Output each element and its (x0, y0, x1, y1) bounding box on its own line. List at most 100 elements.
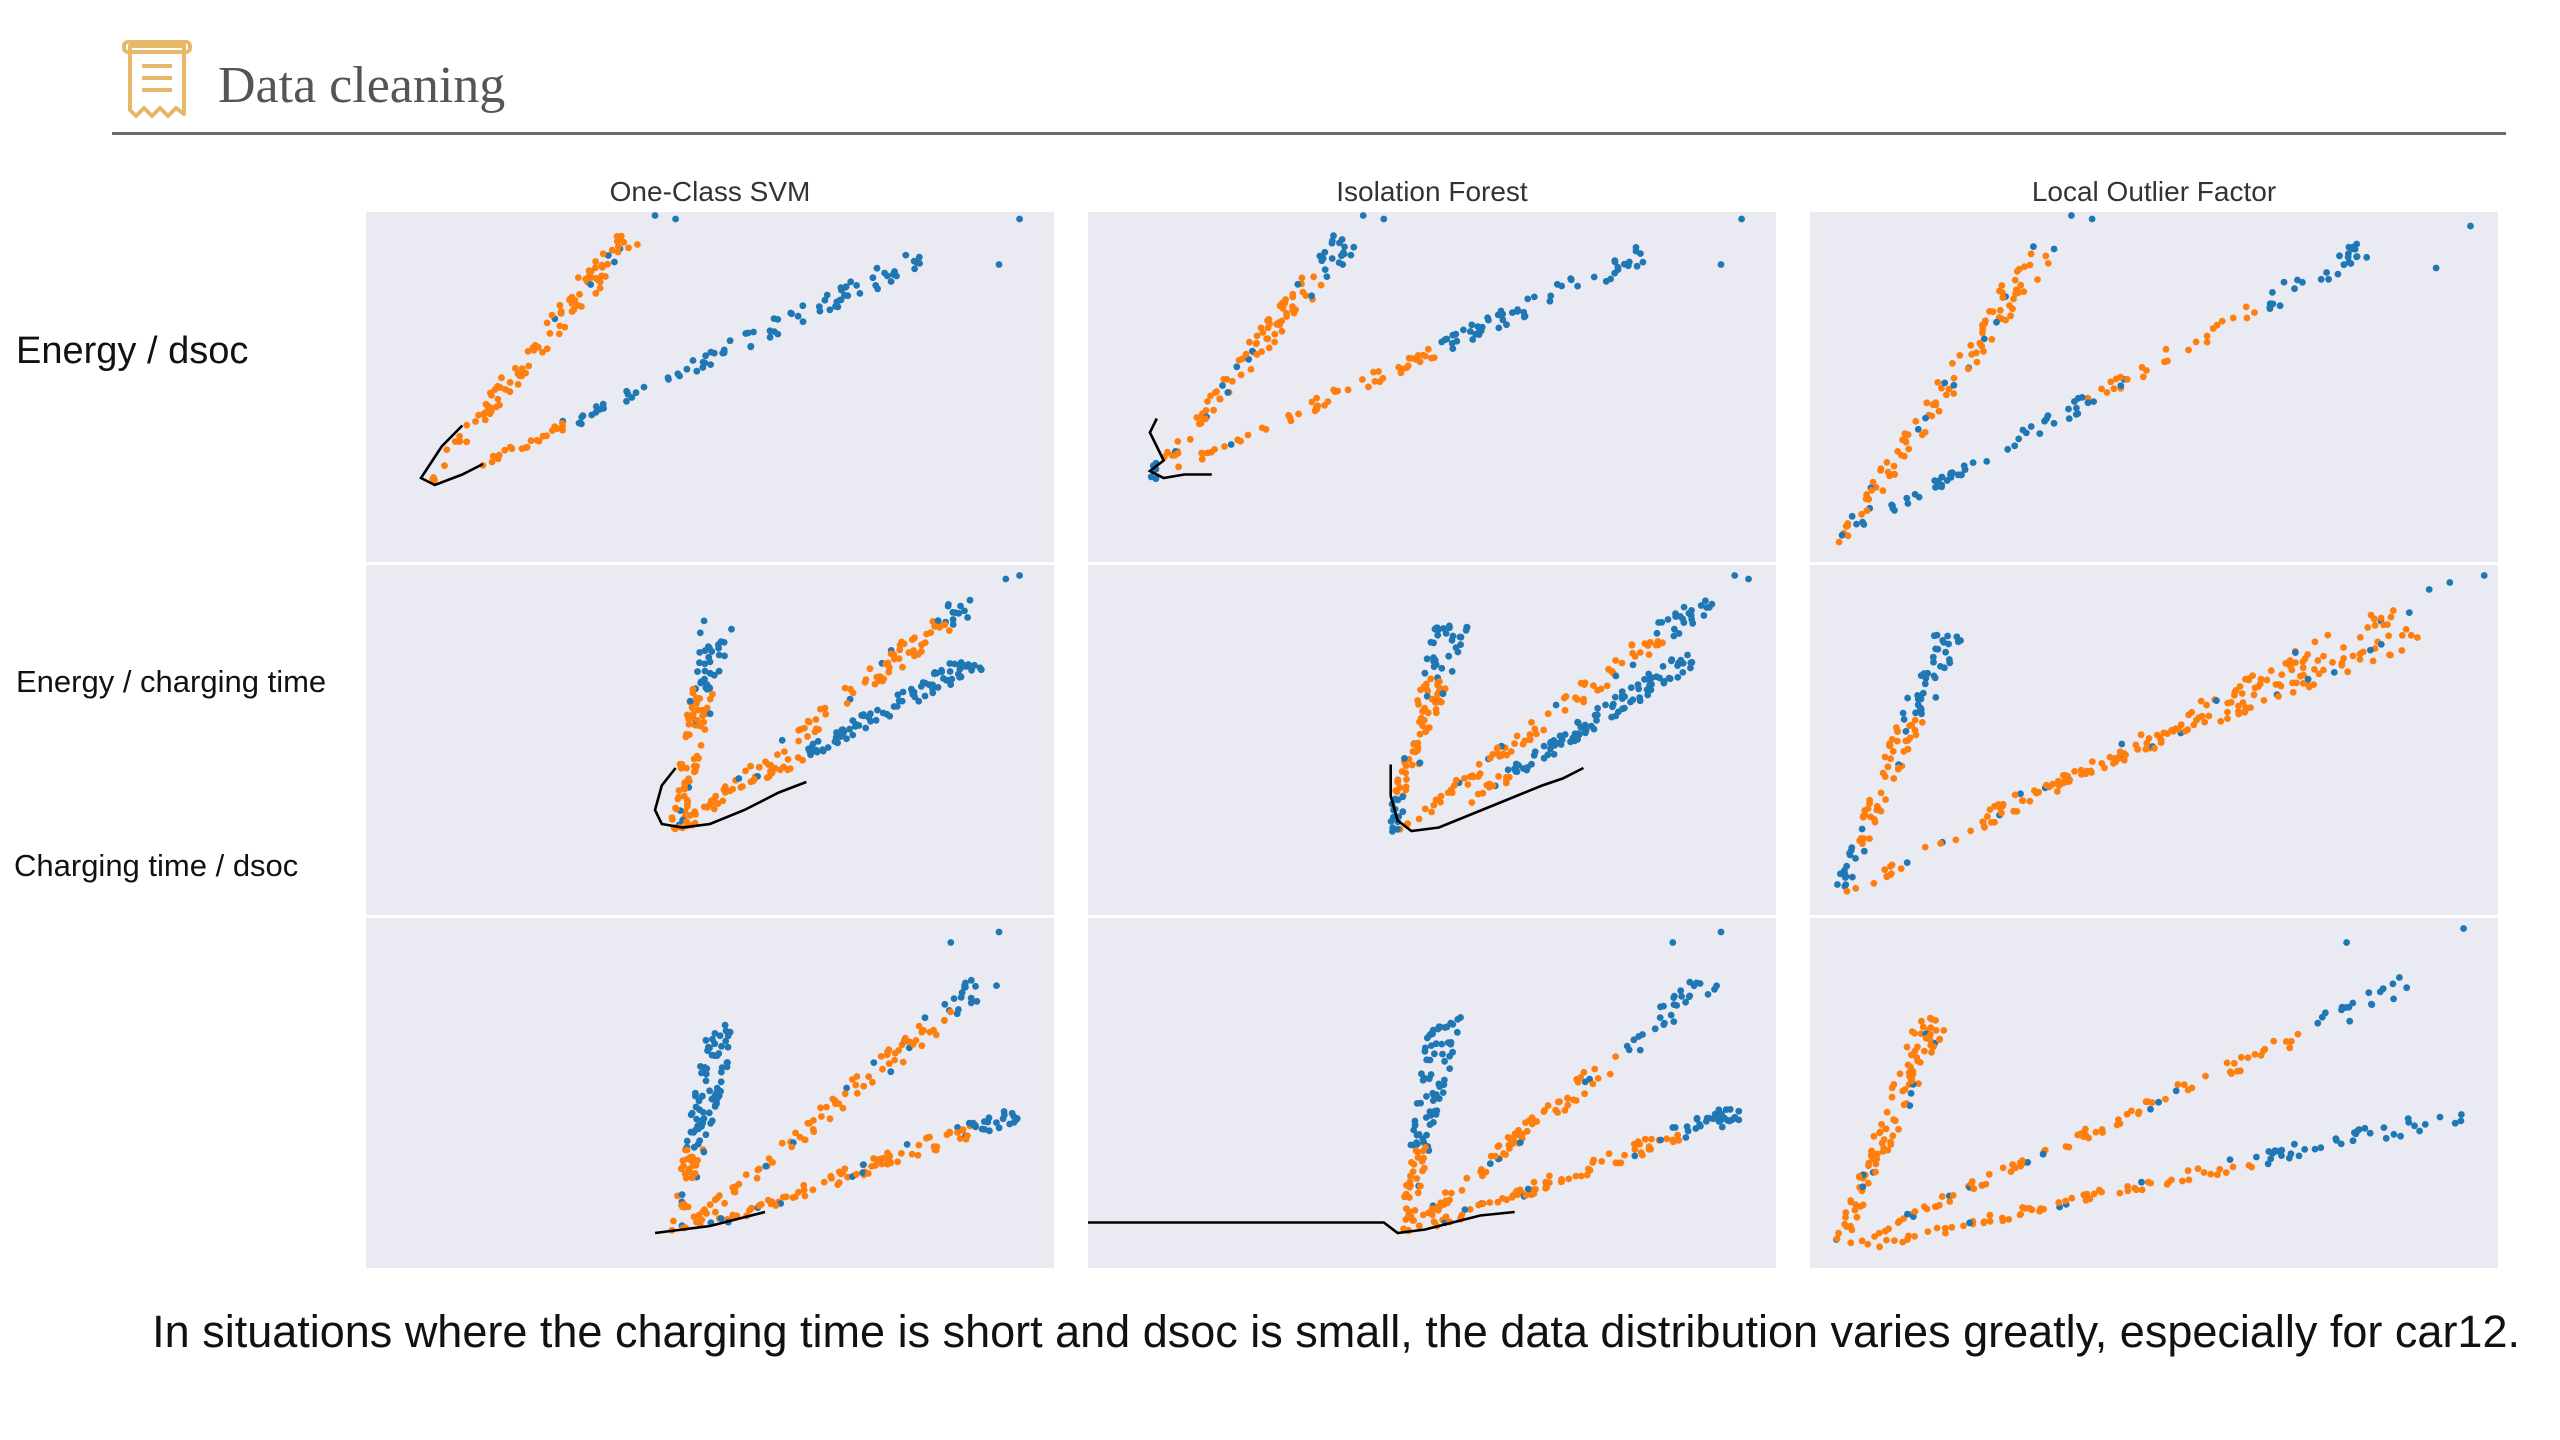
outlier-point (702, 352, 710, 360)
inlier-point (693, 694, 700, 702)
inlier-point (908, 1150, 916, 1158)
inlier-point (1394, 776, 1402, 784)
inlier-point (712, 1208, 719, 1216)
outlier-point (1504, 766, 1512, 774)
inlier-point (518, 372, 526, 380)
inlier-point (839, 1169, 847, 1176)
inlier-point (1865, 495, 1873, 503)
outlier-point (1848, 844, 1856, 852)
inlier-point (2020, 288, 2028, 295)
inlier-point (2203, 701, 2210, 709)
inlier-point (681, 781, 689, 789)
inlier-point (2071, 768, 2078, 775)
outlier-point (1670, 1018, 1678, 1025)
outlier-point (2004, 445, 2012, 453)
outlier-point (1227, 441, 1235, 448)
inlier-point (1641, 1135, 1649, 1143)
inlier-point (1883, 1236, 1890, 1244)
outlier-point (1899, 709, 1907, 717)
outlier-point (704, 1047, 711, 1054)
inlier-point (2344, 668, 2352, 676)
inlier-point (1434, 698, 1442, 706)
inlier-point (879, 677, 886, 685)
outlier-point (1672, 613, 1680, 620)
inlier-point (1313, 394, 1320, 402)
outlier-point (1439, 1050, 1446, 1058)
outlier-point (678, 1191, 686, 1198)
scatter-panel-one-class-svm-charging-time-dsoc (366, 918, 1054, 1268)
outlier-point (874, 706, 881, 714)
inlier-point (1404, 1192, 1411, 1200)
inlier-point (1478, 1166, 1485, 1173)
outlier-point (1457, 633, 1465, 641)
inlier-point (582, 275, 590, 283)
inlier-point (896, 641, 904, 649)
inlier-point (865, 1073, 873, 1080)
inlier-point (2180, 1081, 2188, 1088)
inlier-point (1408, 1159, 1415, 1166)
inlier-point (2380, 621, 2387, 629)
inlier-point (1419, 351, 1427, 359)
outlier-point (1682, 1134, 1690, 1141)
outlier-point (1484, 314, 1491, 322)
inlier-point (709, 690, 716, 698)
inlier-point (479, 410, 487, 418)
receipt-icon (120, 40, 194, 124)
outlier-point (665, 376, 672, 383)
outlier-point (837, 296, 845, 304)
inlier-point (1883, 873, 1891, 881)
inlier-point (873, 1156, 881, 1164)
outlier-point (2253, 1153, 2260, 1161)
inlier-point (2012, 290, 2019, 298)
outlier-point (2291, 285, 2298, 293)
inlier-point (1900, 748, 1908, 755)
inlier-point (1870, 1150, 1878, 1158)
outlier-point (699, 358, 707, 366)
outlier-point (966, 596, 974, 604)
outlier-point (2349, 1137, 2357, 1145)
outlier-point (1224, 389, 1232, 396)
outlier-point (1934, 645, 1942, 653)
outlier-point (887, 278, 895, 285)
outlier-point (702, 1131, 710, 1139)
inlier-point (1949, 1192, 1957, 1199)
inlier-point (494, 382, 501, 390)
inlier-point (1515, 1126, 1522, 1134)
outlier-point (1499, 316, 1507, 324)
outlier-point (1520, 308, 1528, 316)
outlier-point (1705, 604, 1713, 611)
inlier-point (1237, 437, 1244, 445)
inlier-point (481, 416, 489, 424)
outlier-point (1834, 881, 1841, 888)
inlier-point (694, 717, 701, 724)
outlier-point (2024, 1159, 2032, 1166)
inlier-point (2197, 697, 2205, 705)
inlier-point (1900, 452, 1908, 460)
outlier-point (2432, 264, 2440, 272)
inlier-point (1895, 1125, 1902, 1133)
outlier-point (834, 303, 842, 311)
inlier-point (1909, 1067, 1917, 1075)
inlier-point (1564, 1101, 1572, 1109)
inlier-point (891, 1049, 899, 1057)
inlier-point (431, 476, 438, 484)
outlier-point (1677, 656, 1685, 664)
inlier-point (508, 445, 516, 453)
inlier-point (2275, 692, 2282, 700)
inlier-point (914, 1151, 922, 1159)
inlier-point (2053, 788, 2061, 795)
inlier-point (1877, 465, 1885, 472)
inlier-point (2207, 1170, 2215, 1178)
inlier-point (706, 1201, 714, 1208)
outlier-point (2266, 303, 2274, 311)
outlier-point (1860, 521, 1868, 528)
inlier-point (1572, 1172, 1580, 1180)
outlier-point (2050, 419, 2058, 427)
outlier-point (2363, 253, 2371, 261)
inlier-point (2267, 667, 2275, 674)
inlier-point (1927, 1042, 1935, 1049)
outlier-point (711, 1040, 719, 1048)
outlier-point (1700, 612, 1708, 619)
inlier-point (1932, 1027, 1940, 1034)
inlier-point (1544, 710, 1552, 718)
